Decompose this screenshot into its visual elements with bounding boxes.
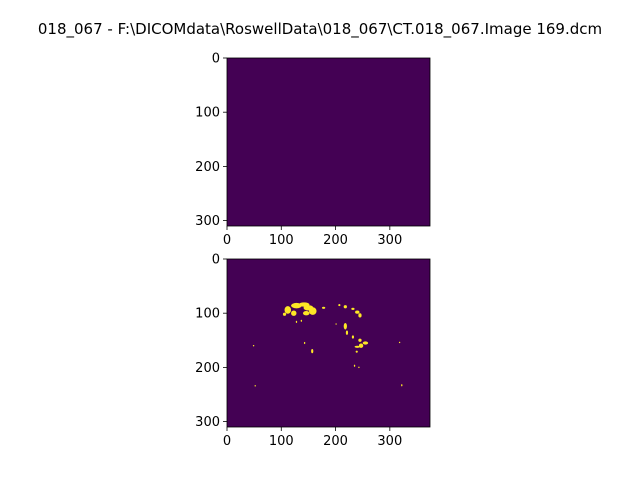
- top-image-background: [227, 58, 430, 226]
- bright-region: [358, 366, 360, 369]
- x-tick-label: 100: [269, 233, 294, 248]
- bright-region: [335, 323, 337, 325]
- y-tick-label: 100: [195, 106, 220, 121]
- y-tick-label: 200: [195, 361, 220, 376]
- bright-region: [303, 341, 306, 345]
- bottom-image-frame: [226, 258, 431, 428]
- bottom-image-blobs: [252, 302, 403, 387]
- x-tick-label: 200: [323, 434, 348, 449]
- bright-region: [343, 322, 347, 330]
- x-tick-label: 0: [223, 434, 231, 449]
- bright-region: [358, 343, 364, 348]
- top-image-frame: [226, 57, 431, 227]
- bright-region: [254, 385, 256, 387]
- bright-region: [282, 312, 287, 316]
- bright-region: [295, 320, 298, 323]
- bright-region: [358, 338, 362, 342]
- bright-region: [308, 307, 317, 315]
- x-tick-label: 300: [377, 233, 402, 248]
- bright-region: [311, 348, 314, 354]
- x-tick-label: 100: [269, 434, 294, 449]
- bright-region: [355, 310, 360, 314]
- bright-region: [351, 335, 355, 339]
- y-tick-label: 0: [212, 52, 220, 67]
- y-tick-label: 200: [195, 160, 220, 175]
- bright-region: [343, 305, 347, 309]
- bright-region: [351, 307, 355, 310]
- bottom-image-background: [227, 259, 430, 427]
- x-tick-label: 200: [323, 233, 348, 248]
- bright-region: [300, 319, 303, 322]
- bright-region: [291, 310, 297, 316]
- bright-region: [401, 384, 403, 387]
- y-tick-label: 0: [212, 253, 220, 268]
- y-tick-label: 100: [195, 307, 220, 322]
- bright-region: [302, 311, 310, 316]
- x-tick-label: 300: [377, 434, 402, 449]
- bright-region: [345, 330, 349, 335]
- figure-title: 018_067 - F:\DICOMdata\RoswellData\018_0…: [37, 20, 603, 38]
- y-tick-label: 300: [195, 214, 220, 229]
- bright-region: [353, 364, 356, 367]
- bright-region: [362, 341, 369, 345]
- bright-region: [355, 350, 358, 353]
- bright-region: [284, 306, 292, 314]
- x-tick-label: 0: [223, 233, 231, 248]
- bright-region: [398, 341, 401, 344]
- y-tick-label: 300: [195, 415, 220, 430]
- bright-region: [354, 345, 360, 348]
- bright-region: [358, 313, 362, 318]
- bright-region: [252, 345, 255, 347]
- bright-region: [321, 306, 326, 309]
- bright-region: [338, 303, 341, 307]
